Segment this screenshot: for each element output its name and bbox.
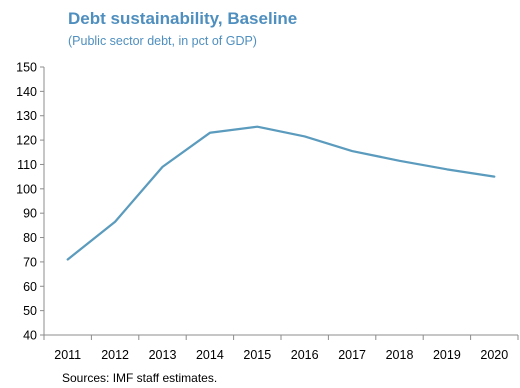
y-tick-label: 120	[16, 134, 37, 148]
y-tick-label: 50	[23, 304, 37, 318]
series-line	[66, 125, 496, 261]
y-tick-label: 110	[17, 158, 37, 172]
x-tick-label: 2018	[386, 348, 414, 362]
x-tick-label: 2012	[101, 348, 129, 362]
y-tick-label: 150	[16, 61, 37, 75]
x-tick-label: 2015	[243, 348, 271, 362]
y-tick-label: 90	[23, 207, 37, 221]
y-tick-label: 130	[16, 109, 37, 123]
y-tick-label: 60	[23, 280, 37, 294]
x-tick-label: 2019	[433, 348, 461, 362]
x-tick-label: 2020	[480, 348, 508, 362]
x-tick-label: 2017	[338, 348, 366, 362]
y-tick-label: 100	[16, 182, 37, 196]
x-tick-label: 2011	[54, 348, 81, 362]
chart-subtitle: (Public sector debt, in pct of GDP)	[68, 34, 257, 48]
y-tick-label: 40	[23, 329, 37, 343]
x-tick-label: 2014	[196, 348, 224, 362]
chart-source: Sources: IMF staff estimates.	[62, 371, 218, 385]
y-tick-label: 140	[16, 85, 37, 99]
chart-title: Debt sustainability, Baseline	[68, 9, 298, 28]
x-tick-label: 2013	[149, 348, 177, 362]
x-tick-label: 2016	[291, 348, 319, 362]
y-tick-label: 70	[23, 255, 37, 269]
y-tick-label: 80	[23, 231, 37, 245]
